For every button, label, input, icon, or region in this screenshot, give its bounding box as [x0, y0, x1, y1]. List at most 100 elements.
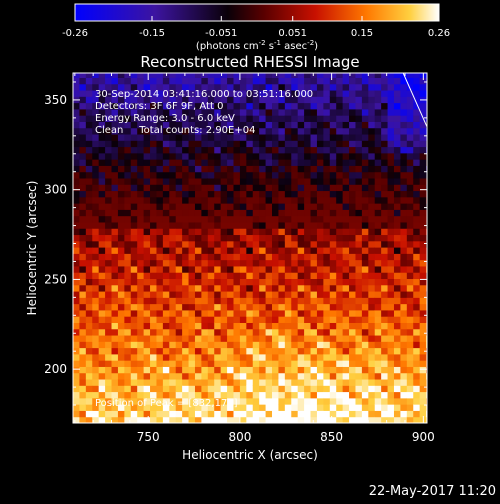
heatmap-cell	[278, 297, 286, 305]
heatmap-cell	[137, 265, 145, 273]
heatmap-cell	[117, 234, 125, 242]
heatmap-cell	[111, 171, 119, 179]
heatmap-cell	[349, 391, 356, 399]
heatmap-cell	[265, 196, 273, 204]
heatmap-cell	[182, 416, 190, 423]
heatmap-cell	[188, 297, 196, 305]
heatmap-cell	[207, 284, 215, 292]
heatmap-cell	[304, 297, 312, 305]
heatmap-cell	[342, 360, 350, 367]
heatmap-cell	[143, 265, 151, 273]
heatmap-cell	[284, 272, 292, 280]
heatmap-cell	[150, 284, 157, 292]
heatmap-cell	[297, 221, 305, 229]
heatmap-cell	[323, 410, 331, 418]
heatmap-cell	[194, 247, 202, 254]
heatmap-cell	[150, 234, 157, 242]
heatmap-cell	[368, 303, 376, 311]
heatmap-cell	[98, 372, 106, 380]
heatmap-cell	[105, 316, 113, 323]
heatmap-cell	[265, 303, 273, 311]
heatmap-cell	[239, 203, 247, 210]
heatmap-cell	[387, 272, 395, 280]
heatmap-cell	[233, 265, 241, 273]
heatmap-cell	[246, 335, 254, 342]
heatmap-cell	[393, 240, 401, 248]
heatmap-cell	[182, 372, 190, 380]
heatmap-cell	[130, 385, 138, 393]
heatmap-cell	[368, 416, 376, 423]
heatmap-cell	[291, 134, 299, 141]
heatmap-cell	[259, 284, 267, 292]
heatmap-cell	[239, 322, 247, 330]
heatmap-cell	[342, 127, 350, 135]
heatmap-cell	[387, 83, 395, 91]
heatmap-cell	[201, 121, 209, 129]
heatmap-cell	[323, 278, 331, 286]
heatmap-cell	[143, 322, 151, 330]
heatmap-cell	[169, 184, 177, 192]
heatmap-cell	[143, 278, 151, 286]
heatmap-cell	[85, 385, 93, 393]
heatmap-cell	[111, 240, 119, 248]
heatmap-cell	[349, 353, 356, 361]
heatmap-cell	[272, 121, 279, 129]
heatmap-cell	[156, 73, 164, 78]
heatmap-cell	[272, 134, 279, 141]
heatmap-cell	[162, 77, 170, 85]
heatmap-cell	[387, 322, 395, 330]
heatmap-cell	[381, 203, 389, 210]
heatmap-cell	[92, 83, 100, 91]
heatmap-cell	[233, 360, 241, 367]
heatmap-cell	[355, 196, 363, 204]
heatmap-cell	[92, 335, 100, 342]
heatmap-cell	[336, 309, 344, 317]
heatmap-cell	[413, 127, 421, 135]
heatmap-cell	[105, 215, 113, 223]
heatmap-cell	[227, 303, 234, 311]
heatmap-cell	[201, 309, 209, 317]
heatmap-cell	[227, 316, 234, 323]
heatmap-cell	[329, 341, 337, 349]
heatmap-cell	[368, 347, 376, 355]
heatmap-cell	[175, 221, 183, 229]
heatmap-cell	[188, 102, 196, 110]
heatmap-cell	[137, 253, 145, 261]
heatmap-cell	[278, 73, 286, 78]
heatmap-cell	[323, 115, 331, 122]
heatmap-cell	[169, 108, 177, 116]
heatmap-cell	[349, 240, 356, 248]
heatmap-cell	[98, 360, 106, 367]
heatmap-cell	[406, 341, 414, 349]
heatmap-cell	[239, 404, 247, 411]
heatmap-cell	[130, 190, 138, 198]
heatmap-cell	[413, 322, 421, 330]
heatmap-cell	[355, 102, 363, 110]
heatmap-cell	[323, 297, 331, 305]
heatmap-cell	[182, 203, 190, 210]
heatmap-cell	[246, 259, 254, 267]
heatmap-cell	[297, 316, 305, 323]
heatmap-cell	[387, 234, 395, 242]
heatmap-cell	[304, 127, 312, 135]
heatmap-cell	[329, 228, 337, 236]
heatmap-cell	[259, 272, 267, 280]
heatmap-cell	[207, 335, 215, 342]
heatmap-cell	[201, 328, 209, 336]
heatmap-cell	[419, 228, 427, 236]
heatmap-cell	[169, 372, 177, 380]
heatmap-cell	[137, 247, 145, 254]
heatmap-cell	[156, 234, 164, 242]
heatmap-cell	[137, 121, 145, 129]
heatmap-cell	[98, 278, 106, 286]
heatmap-cell	[419, 372, 427, 380]
heatmap-cell	[265, 178, 273, 185]
heatmap-cell	[85, 83, 93, 91]
heatmap-cell	[278, 278, 286, 286]
heatmap-cell	[124, 385, 132, 393]
heatmap-cell	[284, 284, 292, 292]
heatmap-cell	[105, 341, 113, 349]
heatmap-cell	[355, 309, 363, 317]
heatmap-cell	[111, 328, 119, 336]
heatmap-cell	[374, 404, 382, 411]
